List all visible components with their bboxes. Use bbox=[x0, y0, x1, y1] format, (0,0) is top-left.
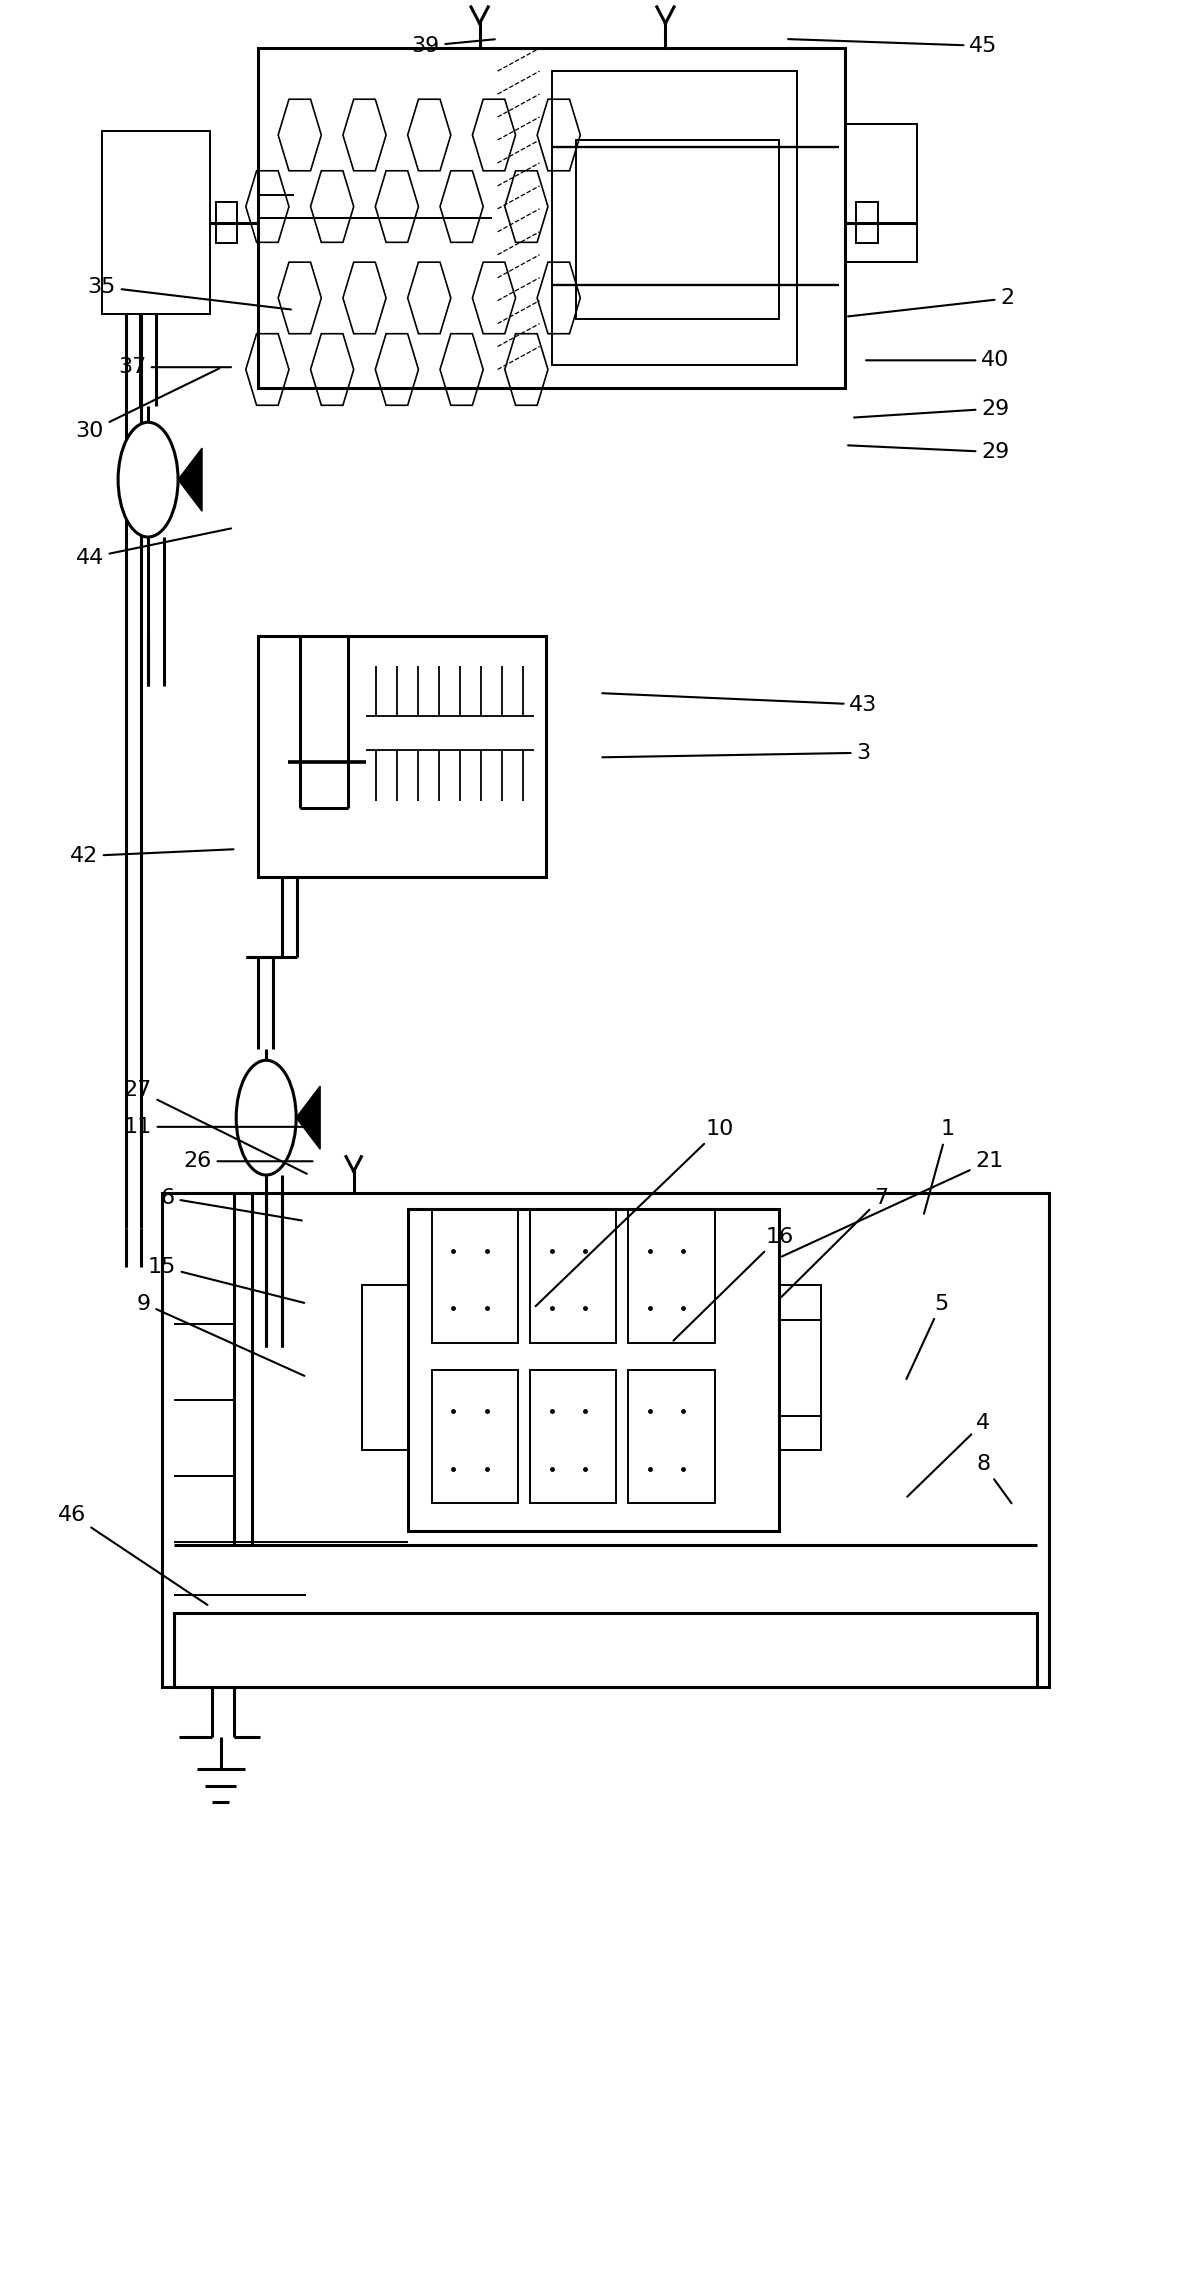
Text: 4: 4 bbox=[908, 1414, 990, 1496]
Text: 7: 7 bbox=[782, 1189, 888, 1297]
Text: 43: 43 bbox=[602, 693, 878, 714]
Text: 1: 1 bbox=[924, 1120, 954, 1214]
Bar bbox=[216, 202, 237, 243]
Bar bbox=[258, 636, 546, 877]
Text: 40: 40 bbox=[866, 351, 1010, 369]
Text: 42: 42 bbox=[70, 847, 234, 865]
Text: 44: 44 bbox=[76, 528, 231, 567]
Text: 30: 30 bbox=[76, 369, 219, 441]
Text: 37: 37 bbox=[118, 358, 231, 376]
Bar bbox=[362, 1285, 408, 1450]
Bar bbox=[258, 48, 845, 388]
Bar bbox=[628, 1370, 715, 1503]
Text: 29: 29 bbox=[848, 443, 1010, 461]
Text: 26: 26 bbox=[183, 1152, 313, 1170]
Circle shape bbox=[236, 1060, 296, 1175]
Text: 2: 2 bbox=[848, 289, 1014, 317]
Text: 9: 9 bbox=[137, 1294, 305, 1377]
Text: 46: 46 bbox=[58, 1506, 207, 1604]
Text: 5: 5 bbox=[906, 1294, 948, 1379]
Text: 15: 15 bbox=[147, 1258, 305, 1304]
Bar bbox=[408, 1209, 779, 1531]
Text: 11: 11 bbox=[123, 1118, 315, 1136]
Text: 39: 39 bbox=[411, 37, 495, 55]
Text: 45: 45 bbox=[788, 37, 998, 55]
Bar bbox=[432, 1370, 518, 1503]
Bar bbox=[576, 140, 779, 319]
Text: 3: 3 bbox=[602, 744, 870, 762]
Bar bbox=[856, 202, 878, 243]
Circle shape bbox=[118, 422, 177, 537]
Bar bbox=[102, 131, 210, 314]
Bar bbox=[845, 124, 917, 262]
Bar bbox=[174, 1613, 1037, 1687]
Text: 21: 21 bbox=[782, 1152, 1004, 1255]
Bar bbox=[552, 71, 797, 365]
Bar bbox=[530, 1370, 616, 1503]
Text: 6: 6 bbox=[161, 1189, 302, 1221]
Bar bbox=[162, 1193, 1049, 1687]
Text: 29: 29 bbox=[854, 399, 1010, 418]
Polygon shape bbox=[296, 1086, 320, 1150]
Bar bbox=[628, 1209, 715, 1343]
Text: 16: 16 bbox=[674, 1228, 794, 1340]
Bar bbox=[432, 1209, 518, 1343]
Text: 8: 8 bbox=[976, 1455, 1012, 1503]
Bar bbox=[779, 1285, 821, 1450]
Text: 10: 10 bbox=[536, 1120, 734, 1306]
Text: 27: 27 bbox=[123, 1081, 307, 1173]
Text: 35: 35 bbox=[88, 278, 291, 310]
Bar bbox=[530, 1209, 616, 1343]
Polygon shape bbox=[177, 448, 201, 512]
